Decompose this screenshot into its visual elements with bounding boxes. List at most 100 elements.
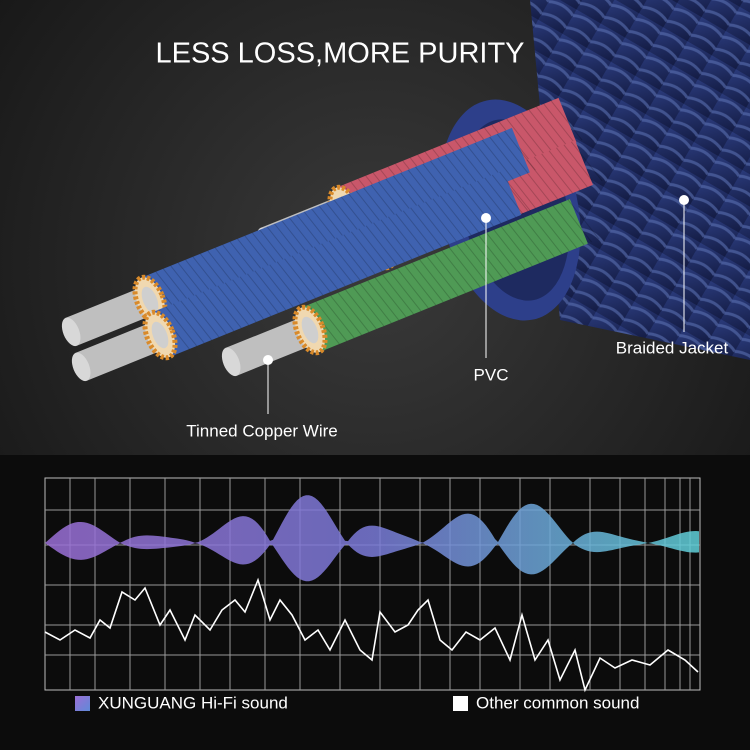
wire-strand xyxy=(165,306,198,347)
wires xyxy=(61,97,603,382)
wire-strand xyxy=(382,274,414,315)
wire-strand xyxy=(434,253,466,294)
graph-frame xyxy=(44,477,701,691)
wire-strand xyxy=(533,156,566,197)
wire-strand xyxy=(315,301,348,342)
wire-strand xyxy=(337,292,370,333)
callout-label: Tinned Copper Wire xyxy=(186,421,338,440)
wire-strand xyxy=(543,103,576,144)
wire-strand xyxy=(217,285,250,326)
wire-strand xyxy=(515,220,548,261)
common-sound-line xyxy=(44,577,699,693)
core xyxy=(75,321,166,381)
wire-strand xyxy=(350,231,383,272)
wire-strand xyxy=(276,261,309,302)
wire-strand xyxy=(560,202,592,243)
wire-strand xyxy=(254,270,287,311)
wire-strand xyxy=(291,255,324,296)
wire-strand xyxy=(504,130,536,171)
wire-strand xyxy=(419,259,452,300)
wire-strand xyxy=(389,271,422,312)
wire-strand xyxy=(209,288,242,329)
wire-strand xyxy=(425,201,457,242)
wire-strand xyxy=(448,247,481,288)
wire-body xyxy=(301,199,588,353)
wire-strand xyxy=(537,211,570,252)
core xyxy=(65,286,156,346)
wire-body xyxy=(151,170,522,358)
wire-strand xyxy=(493,229,526,270)
wire-strand xyxy=(508,223,541,264)
wire-strand xyxy=(552,205,585,246)
legend-label: Other common sound xyxy=(476,693,639,712)
wire xyxy=(71,170,531,382)
wire-strand xyxy=(402,210,435,251)
wire-strand xyxy=(380,219,413,260)
wire-strand xyxy=(526,159,559,200)
wire-strand xyxy=(481,139,514,180)
wire-strand xyxy=(417,204,450,245)
title: LESS LOSS,MORE PURITY xyxy=(155,38,524,70)
core-end xyxy=(61,317,81,347)
wire-strand xyxy=(180,300,213,341)
wire-strand xyxy=(345,289,377,330)
chart-panel xyxy=(0,455,750,750)
wire-strand xyxy=(306,249,339,290)
wire xyxy=(221,199,600,377)
wire-strand xyxy=(484,177,517,218)
callout-dot xyxy=(263,355,273,365)
wire-strand xyxy=(476,180,509,221)
wire-strand xyxy=(232,279,264,320)
wire-strand xyxy=(530,214,563,255)
wire-strand xyxy=(328,240,361,281)
wire-strand xyxy=(486,232,518,273)
wire-strand xyxy=(358,228,391,269)
wire-strand xyxy=(570,141,603,182)
callout-dot xyxy=(679,195,689,205)
wire-strand xyxy=(513,115,546,156)
wire-strand xyxy=(269,264,302,305)
wire-strand xyxy=(322,298,355,339)
wire-strand xyxy=(550,100,583,141)
wire-strand xyxy=(373,222,405,263)
wire-strand xyxy=(224,282,257,323)
wire-strand xyxy=(365,225,398,266)
wire-strand xyxy=(367,280,400,321)
wire-strand xyxy=(321,243,353,284)
wire-strand xyxy=(489,136,521,177)
wire-strand xyxy=(456,244,489,285)
wire-strand xyxy=(556,147,588,188)
wire-strand xyxy=(195,294,227,335)
wire-strand xyxy=(359,283,392,324)
wire-strand xyxy=(439,195,472,236)
wire-strand xyxy=(374,277,407,318)
wire-strand xyxy=(478,235,511,276)
wire-strand xyxy=(500,226,533,267)
wire-strand xyxy=(284,258,316,299)
wire-strand xyxy=(567,199,600,240)
legend-label: XUNGUANG Hi-Fi sound xyxy=(98,693,288,712)
core-face xyxy=(141,286,159,314)
core xyxy=(225,316,316,376)
wire-strand xyxy=(432,198,465,239)
braided-jacket xyxy=(530,0,750,360)
wire-strand xyxy=(563,144,596,185)
wire-strand xyxy=(426,256,459,297)
wire-body xyxy=(141,127,530,323)
wire-strand xyxy=(330,295,363,336)
core-face xyxy=(301,316,319,344)
wire-strand xyxy=(548,150,581,191)
wire-strand xyxy=(298,252,331,293)
wire-strand xyxy=(521,112,553,153)
core-end xyxy=(221,347,241,377)
wire-strand xyxy=(469,183,502,224)
wire-strand xyxy=(187,297,220,338)
callout-dot xyxy=(481,213,491,223)
wire-strand xyxy=(410,207,442,248)
wire-strand xyxy=(387,216,420,257)
wire-strand xyxy=(491,174,524,215)
wire-strand xyxy=(239,276,272,317)
callout-label: Braided Jacket xyxy=(616,338,729,357)
